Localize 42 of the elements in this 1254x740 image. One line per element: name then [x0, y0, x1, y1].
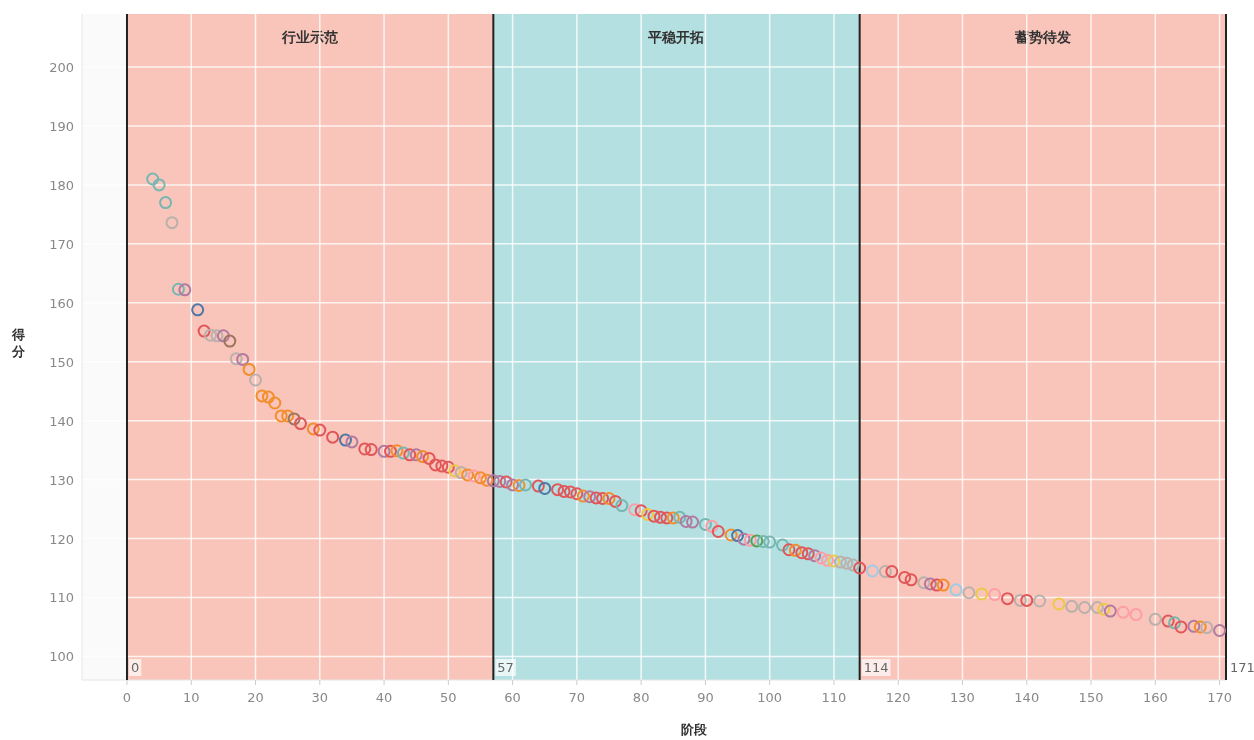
- x-tick-label: 20: [247, 690, 264, 705]
- band-label: 行业示范: [281, 29, 339, 45]
- x-tick-label: 120: [885, 690, 911, 705]
- band-label: 平稳开拓: [647, 29, 705, 45]
- ref-line: 114: [858, 13, 891, 681]
- ref-line-label: 57: [497, 660, 514, 675]
- x-tick-label: 70: [568, 690, 586, 705]
- ref-line: 0: [126, 13, 142, 681]
- ref-line-label: 114: [863, 660, 889, 675]
- y-tick-label: 140: [49, 413, 74, 429]
- ref-line-label: 171: [1230, 660, 1254, 675]
- x-tick-label: 80: [632, 690, 650, 705]
- x-tick-label: 130: [950, 690, 975, 705]
- x-tick-label: 60: [504, 690, 521, 705]
- y-tick-label: 200: [49, 60, 74, 76]
- y-tick-label: 170: [49, 236, 74, 252]
- x-tick-label: 150: [1078, 690, 1104, 705]
- x-tick-label: 30: [311, 690, 329, 705]
- x-tick-label: 140: [1014, 690, 1040, 705]
- y-tick-label: 180: [49, 177, 74, 193]
- x-tick-label: 160: [1142, 690, 1168, 705]
- x-tick-label: 100: [757, 690, 783, 705]
- ref-line-label: 0: [130, 660, 140, 675]
- x-tick-label: 0: [122, 690, 132, 705]
- x-tick-label: 40: [375, 690, 393, 705]
- x-axis-title: 阶段: [681, 722, 708, 737]
- ref-line: 171: [1225, 13, 1254, 681]
- band-label: 蓄势待发: [1013, 29, 1071, 45]
- y-tick-label: 130: [49, 472, 74, 488]
- x-tick-label: 170: [1207, 690, 1232, 705]
- y-tick-label: 120: [49, 531, 74, 547]
- x-tick-label: 110: [821, 690, 847, 705]
- y-tick-label: 110: [49, 590, 74, 606]
- x-tick-label: 90: [697, 690, 714, 705]
- y-tick-label: 190: [49, 118, 74, 134]
- x-tick-label: 10: [182, 690, 200, 705]
- y-tick-label: 100: [49, 649, 74, 665]
- y-axis-title: 得分: [10, 327, 26, 359]
- y-tick-label: 160: [49, 295, 74, 311]
- ref-line: 57: [492, 13, 516, 681]
- x-tick-label: 50: [440, 690, 457, 705]
- y-tick-label: 150: [49, 354, 74, 370]
